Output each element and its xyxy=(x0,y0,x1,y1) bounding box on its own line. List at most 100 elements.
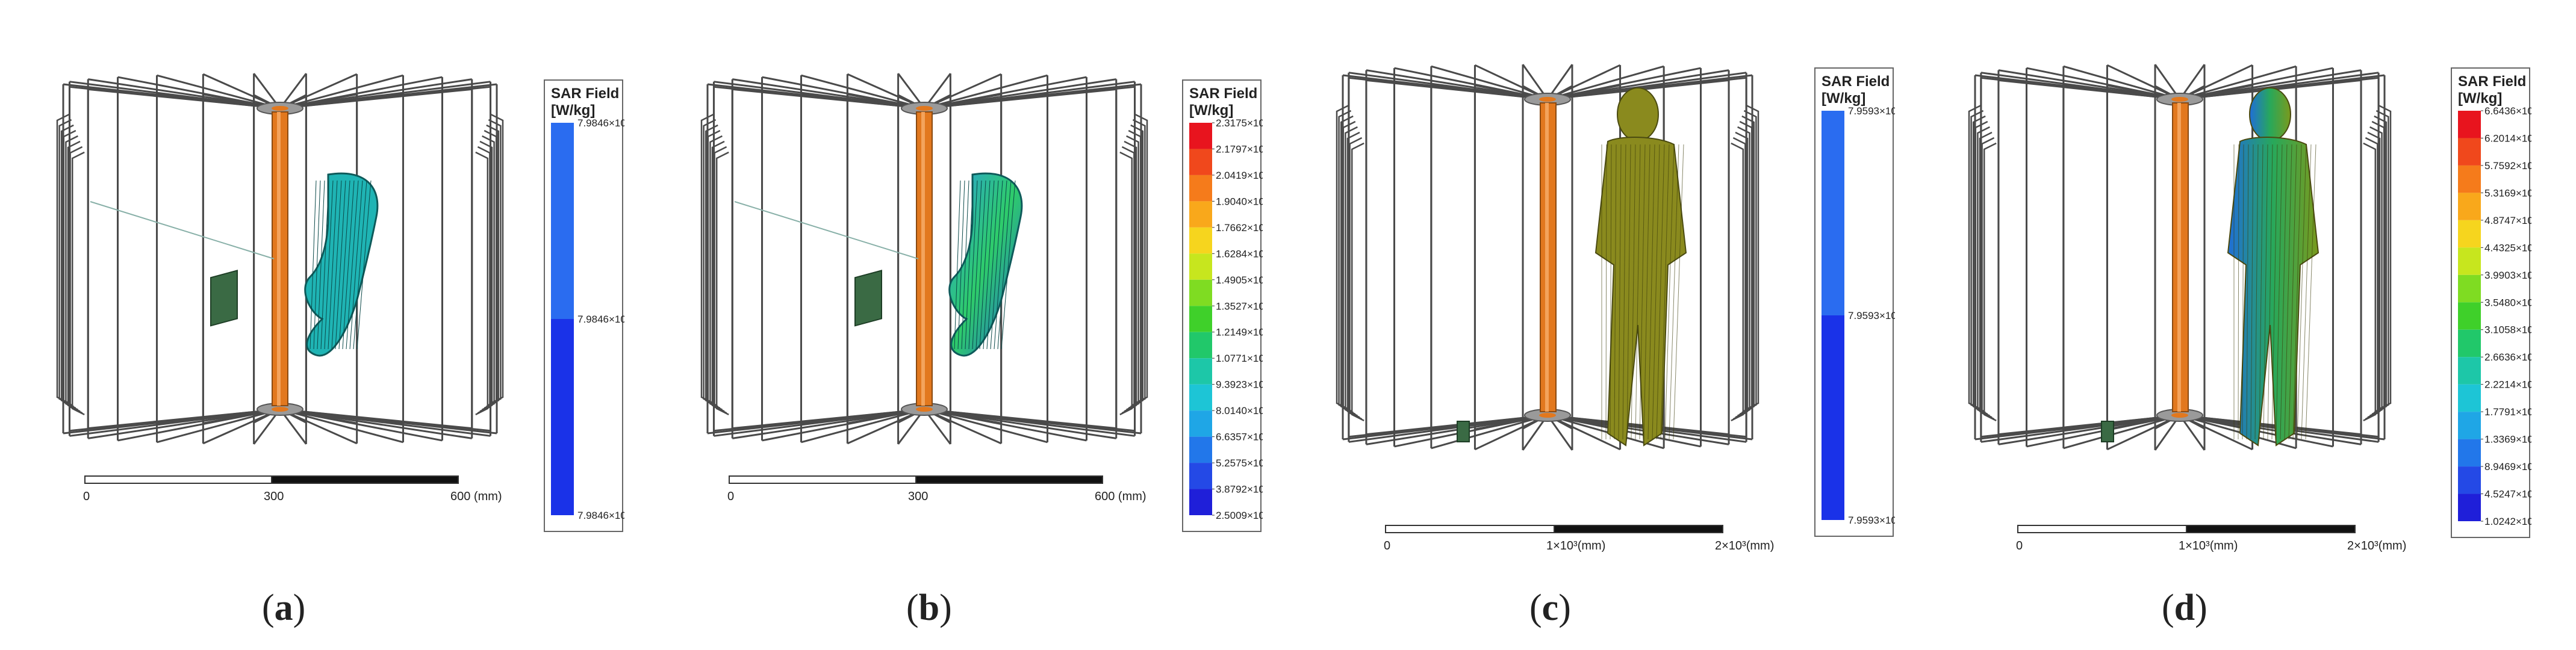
legend-color-band xyxy=(1189,149,1212,175)
legend-tick-label: 1.9040×10⁻¹ xyxy=(1216,196,1263,207)
scale-label: 0 xyxy=(727,490,735,503)
legend-tick-label: 1.3527×10⁻¹ xyxy=(1216,300,1263,312)
coil-model-render xyxy=(1968,64,2392,451)
panel-caption: (a) xyxy=(262,587,306,628)
hand-phantom xyxy=(304,172,379,357)
legend-color-band xyxy=(551,319,574,515)
body-phantom xyxy=(1594,87,1687,447)
panel-caption: (d) xyxy=(2162,587,2207,628)
scale-label: 1×10³(mm) xyxy=(1546,539,1606,552)
legend-title: SAR Field [W/kg] xyxy=(551,85,619,119)
legend-tick-label: 7.9846×10⁻² xyxy=(577,117,624,129)
legend-color-band xyxy=(1189,201,1212,228)
legend-tick-label: 1.0242×10⁻² xyxy=(2484,516,2531,527)
legend-tick-label: 6.6357×10⁻² xyxy=(1216,432,1263,443)
legend-tick-label: 4.8747×10⁻¹ xyxy=(2484,215,2531,226)
legend-tick-label: 8.0140×10⁻² xyxy=(1216,405,1263,416)
scale-bar: 0 300 600 (mm) xyxy=(727,475,1174,512)
legend-title: SAR Field [W/kg] xyxy=(2458,73,2526,107)
legend-title-line2: [W/kg] xyxy=(2458,90,2503,107)
sar-legend: SAR Field[W/kg]7.9593×10⁻²7.9593×10⁻²7.9… xyxy=(1814,67,1895,537)
legend-tick-label: 1.2149×10⁻¹ xyxy=(1216,327,1263,338)
surface-coil xyxy=(1457,421,1470,442)
legend-tick-label: 8.9469×10⁻² xyxy=(2484,461,2531,472)
legend-color-band xyxy=(2458,247,2481,275)
panel-b: SAR Field[W/kg]2.3175×10⁻¹ 2.1797×10⁻¹ 2.0… xyxy=(644,0,1289,650)
legend-title-line2: [W/kg] xyxy=(1189,102,1234,119)
legend-color-band xyxy=(2458,329,2481,358)
surface-coil xyxy=(2101,421,2114,442)
legend-tick-label: 2.3175×10⁻¹ xyxy=(1216,117,1263,129)
legend-tick-label: 6.6436×10⁻¹ xyxy=(2484,105,2531,117)
legend-tick-label: 1.4905×10⁻¹ xyxy=(1216,274,1263,286)
legend-tick-label: 2.1797×10⁻¹ xyxy=(1216,143,1263,155)
panel-a: SAR Field[W/kg]7.9846×10⁻²7.9846×10⁻²7.9… xyxy=(0,0,644,650)
body-phantom xyxy=(2227,87,2319,447)
legend-tick-label: 2.2214×10⁻¹ xyxy=(2484,379,2531,391)
legend-tick-label: 3.9903×10⁻¹ xyxy=(2484,270,2531,281)
legend-color-band xyxy=(2458,302,2481,330)
legend-color-band xyxy=(1189,410,1212,437)
legend-tick-label: 4.4325×10⁻¹ xyxy=(2484,242,2531,253)
scale-bar: 0 1×10³(mm) 2×10³(mm) xyxy=(2016,525,2427,561)
legend-color-band xyxy=(1189,306,1212,332)
legend-tick-label: 3.8792×10⁻² xyxy=(1216,484,1263,495)
legend-color-band xyxy=(2458,357,2481,385)
legend-color-band xyxy=(1189,227,1212,254)
legend-title-line2: [W/kg] xyxy=(551,102,596,119)
legend-tick-label: 3.1058×10⁻¹ xyxy=(2484,324,2531,336)
surface-coil xyxy=(854,270,882,327)
legend-color-band xyxy=(1189,489,1212,515)
legend-color-band xyxy=(1189,175,1212,202)
scale-label: 300 xyxy=(264,490,284,503)
hand-phantom xyxy=(948,172,1023,357)
scale-bar: 0 1×10³(mm) 2×10³(mm) xyxy=(1384,525,1794,561)
legend-color-band xyxy=(1822,111,1844,315)
legend-tick-label: 7.9846×10⁻² xyxy=(577,510,624,521)
coil-model-render xyxy=(1336,64,1759,451)
legend-title-line1: SAR Field xyxy=(1189,85,1258,102)
legend-color-band xyxy=(2458,138,2481,166)
legend-tick-label: 6.2014×10⁻¹ xyxy=(2484,132,2531,144)
legend-tick-label: 2.6636×10⁻¹ xyxy=(2484,351,2531,363)
panel-caption-letter: d xyxy=(2174,587,2195,628)
legend-color-band xyxy=(2458,466,2481,494)
scale-label: 2×10³(mm) xyxy=(1715,539,1775,552)
legend-tick-label: 4.5247×10⁻² xyxy=(2484,489,2531,500)
coil-model-render xyxy=(700,73,1148,445)
panel-caption: (c) xyxy=(1529,587,1571,628)
panel-caption: (b) xyxy=(906,587,952,628)
legend-color-band xyxy=(1189,463,1212,489)
legend-tick-label: 1.7662×10⁻¹ xyxy=(1216,222,1263,234)
legend-title-line1: SAR Field xyxy=(2458,73,2527,90)
scale-label: 600 (mm) xyxy=(1095,490,1146,503)
panel-caption-letter: c xyxy=(1542,587,1559,628)
legend-color-band xyxy=(1189,253,1212,280)
sar-legend: SAR Field[W/kg]7.9846×10⁻²7.9846×10⁻²7.9… xyxy=(544,79,624,532)
legend-color-band xyxy=(2458,165,2481,193)
legend-color-band xyxy=(1822,315,1844,520)
legend-tick-label: 5.2575×10⁻² xyxy=(1216,457,1263,469)
scale-bar: 0 300 600 (mm) xyxy=(83,475,530,512)
surface-coil xyxy=(210,270,238,327)
legend-color-band xyxy=(2458,111,2481,138)
scale-label: 2×10³(mm) xyxy=(2347,539,2407,552)
scale-label: 300 xyxy=(908,490,929,503)
legend-tick-label: 1.7791×10⁻¹ xyxy=(2484,406,2531,418)
legend-color-band xyxy=(2458,439,2481,467)
sar-legend: SAR Field[W/kg]6.6436×10⁻¹ 6.2014×10⁻¹ 5.7… xyxy=(2451,67,2531,538)
legend-tick-label: 5.7592×10⁻¹ xyxy=(2484,160,2531,172)
legend-tick-label: 1.6284×10⁻¹ xyxy=(1216,248,1263,259)
legend-tick-label: 1.0771×10⁻¹ xyxy=(1216,353,1263,364)
birdcage-coil xyxy=(1336,64,1759,451)
scale-label: 0 xyxy=(83,490,90,503)
legend-tick-label: 5.3169×10⁻¹ xyxy=(2484,187,2531,199)
scale-label: 0 xyxy=(1384,539,1391,552)
legend-title: SAR Field [W/kg] xyxy=(1822,73,1890,107)
legend-tick-label: 3.5480×10⁻¹ xyxy=(2484,297,2531,308)
legend-title-line1: SAR Field xyxy=(551,85,620,102)
legend-color-band xyxy=(551,123,574,319)
scale-label: 1×10³(mm) xyxy=(2179,539,2238,552)
legend-color-band xyxy=(1189,332,1212,359)
legend-tick-label: 7.9593×10⁻² xyxy=(1848,515,1895,526)
